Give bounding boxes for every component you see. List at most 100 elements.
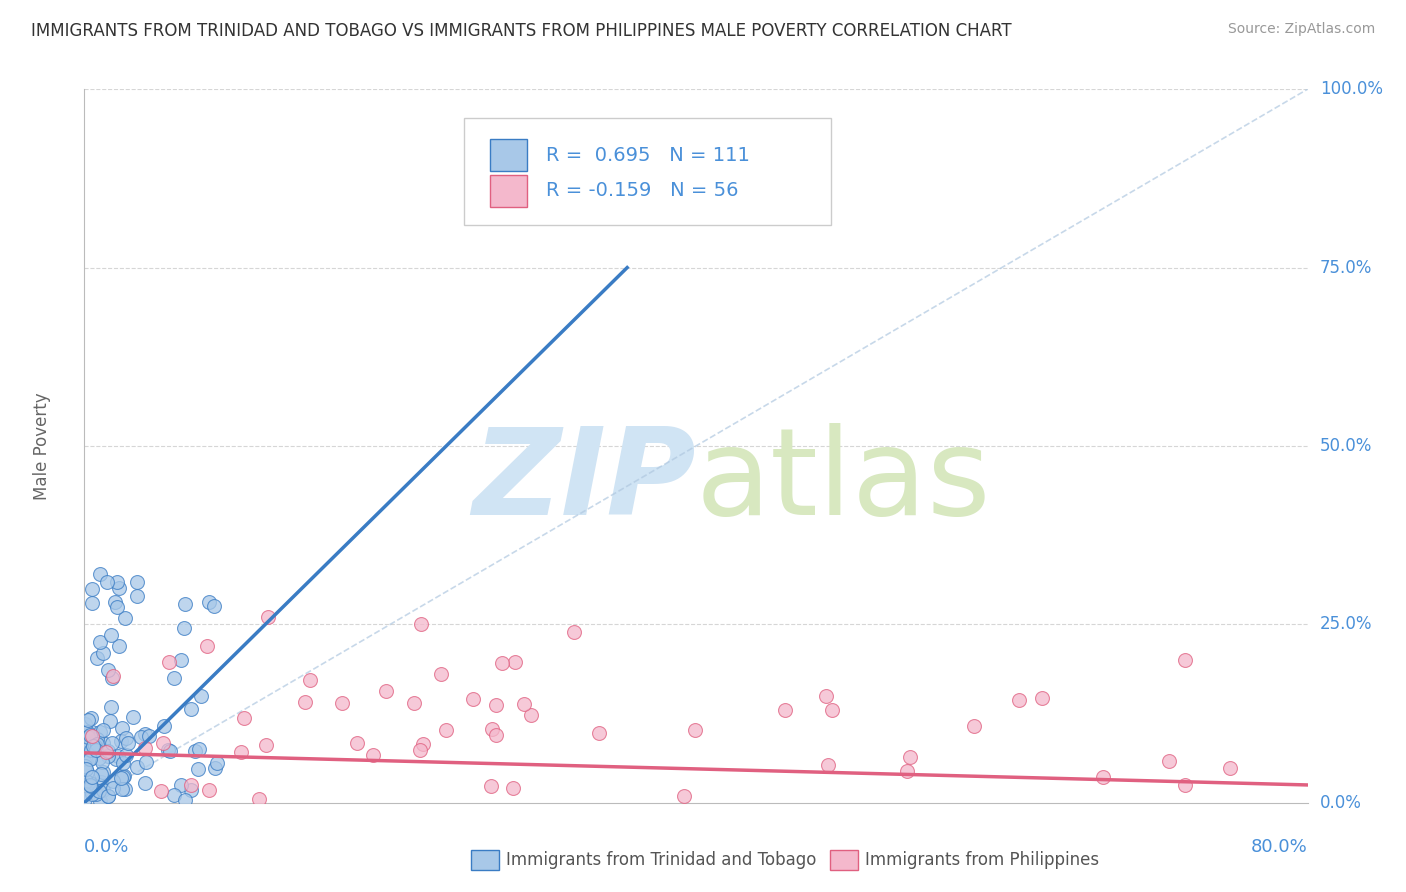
- Point: [77, 713, 100, 727]
- Point: [84, 787, 107, 801]
- Point: [80, 743, 103, 757]
- Point: [821, 703, 844, 717]
- Text: Male Poverty: Male Poverty: [32, 392, 51, 500]
- Point: [817, 758, 839, 772]
- Point: [87, 784, 110, 798]
- Point: [174, 597, 197, 611]
- Point: [115, 748, 138, 763]
- Point: [73, 787, 96, 801]
- Text: IMMIGRANTS FROM TRINIDAD AND TOBAGO VS IMMIGRANTS FROM PHILIPPINES MALE POVERTY : IMMIGRANTS FROM TRINIDAD AND TOBAGO VS I…: [31, 22, 1011, 40]
- Point: [110, 772, 132, 786]
- Point: [294, 695, 316, 709]
- Point: [491, 657, 513, 671]
- Point: [184, 744, 207, 758]
- Point: [1174, 653, 1197, 667]
- Point: [170, 653, 193, 667]
- Point: [409, 617, 432, 632]
- Point: [103, 774, 125, 789]
- Point: [93, 736, 115, 750]
- Point: [173, 621, 195, 635]
- Point: [461, 692, 484, 706]
- Point: [90, 767, 112, 781]
- Point: [86, 732, 108, 747]
- Point: [79, 710, 101, 724]
- Point: [481, 779, 503, 793]
- Text: R = -0.159   N = 56: R = -0.159 N = 56: [546, 181, 738, 201]
- Point: [202, 599, 225, 613]
- Point: [117, 735, 139, 749]
- Point: [562, 624, 585, 639]
- Text: 100.0%: 100.0%: [1320, 80, 1384, 98]
- Point: [75, 758, 97, 772]
- Point: [898, 749, 921, 764]
- Text: atlas: atlas: [696, 423, 991, 541]
- Text: Immigrants from Philippines: Immigrants from Philippines: [865, 851, 1099, 869]
- Point: [138, 729, 160, 743]
- Point: [97, 744, 120, 758]
- Point: [89, 794, 111, 808]
- Point: [90, 775, 112, 789]
- Point: [187, 762, 209, 776]
- Point: [100, 628, 122, 642]
- Point: [82, 739, 104, 754]
- Point: [89, 725, 111, 739]
- Point: [108, 639, 131, 653]
- Point: [97, 749, 120, 764]
- Point: [76, 740, 98, 755]
- Point: [91, 782, 114, 797]
- Point: [110, 733, 132, 747]
- Point: [485, 728, 508, 742]
- Point: [205, 756, 228, 770]
- Point: [173, 793, 195, 807]
- Point: [73, 756, 96, 770]
- Point: [815, 689, 838, 703]
- FancyBboxPatch shape: [464, 118, 831, 225]
- Point: [96, 745, 118, 759]
- Point: [111, 756, 134, 770]
- Text: R =  0.695   N = 111: R = 0.695 N = 111: [546, 145, 749, 165]
- Point: [79, 778, 101, 792]
- Point: [134, 727, 156, 741]
- Point: [91, 723, 114, 738]
- Point: [103, 780, 125, 795]
- Point: [169, 778, 191, 792]
- Point: [108, 581, 131, 595]
- Point: [84, 739, 107, 754]
- Point: [896, 764, 918, 778]
- Point: [135, 755, 157, 769]
- Point: [330, 696, 353, 710]
- Point: [86, 651, 108, 665]
- Point: [152, 736, 174, 750]
- Point: [180, 702, 202, 716]
- Point: [80, 779, 103, 793]
- Point: [125, 574, 148, 589]
- Point: [114, 781, 136, 796]
- Point: [89, 634, 111, 648]
- Point: [82, 787, 104, 801]
- Point: [125, 760, 148, 774]
- Point: [187, 742, 209, 756]
- Point: [80, 582, 103, 596]
- Point: [127, 589, 149, 603]
- Point: [75, 773, 97, 788]
- Point: [105, 599, 128, 614]
- Point: [101, 736, 124, 750]
- Point: [257, 610, 280, 624]
- Point: [104, 751, 127, 765]
- Point: [82, 770, 104, 784]
- Point: [198, 594, 221, 608]
- Point: [114, 610, 136, 624]
- Point: [1157, 754, 1180, 768]
- Point: [79, 728, 101, 742]
- Point: [159, 743, 181, 757]
- Point: [1219, 761, 1241, 775]
- Text: 25.0%: 25.0%: [1320, 615, 1372, 633]
- Point: [86, 737, 108, 751]
- Point: [91, 765, 114, 780]
- Point: [112, 770, 135, 784]
- Point: [481, 722, 503, 736]
- Point: [180, 782, 202, 797]
- Point: [75, 791, 97, 805]
- Point: [91, 755, 114, 769]
- Point: [429, 667, 451, 681]
